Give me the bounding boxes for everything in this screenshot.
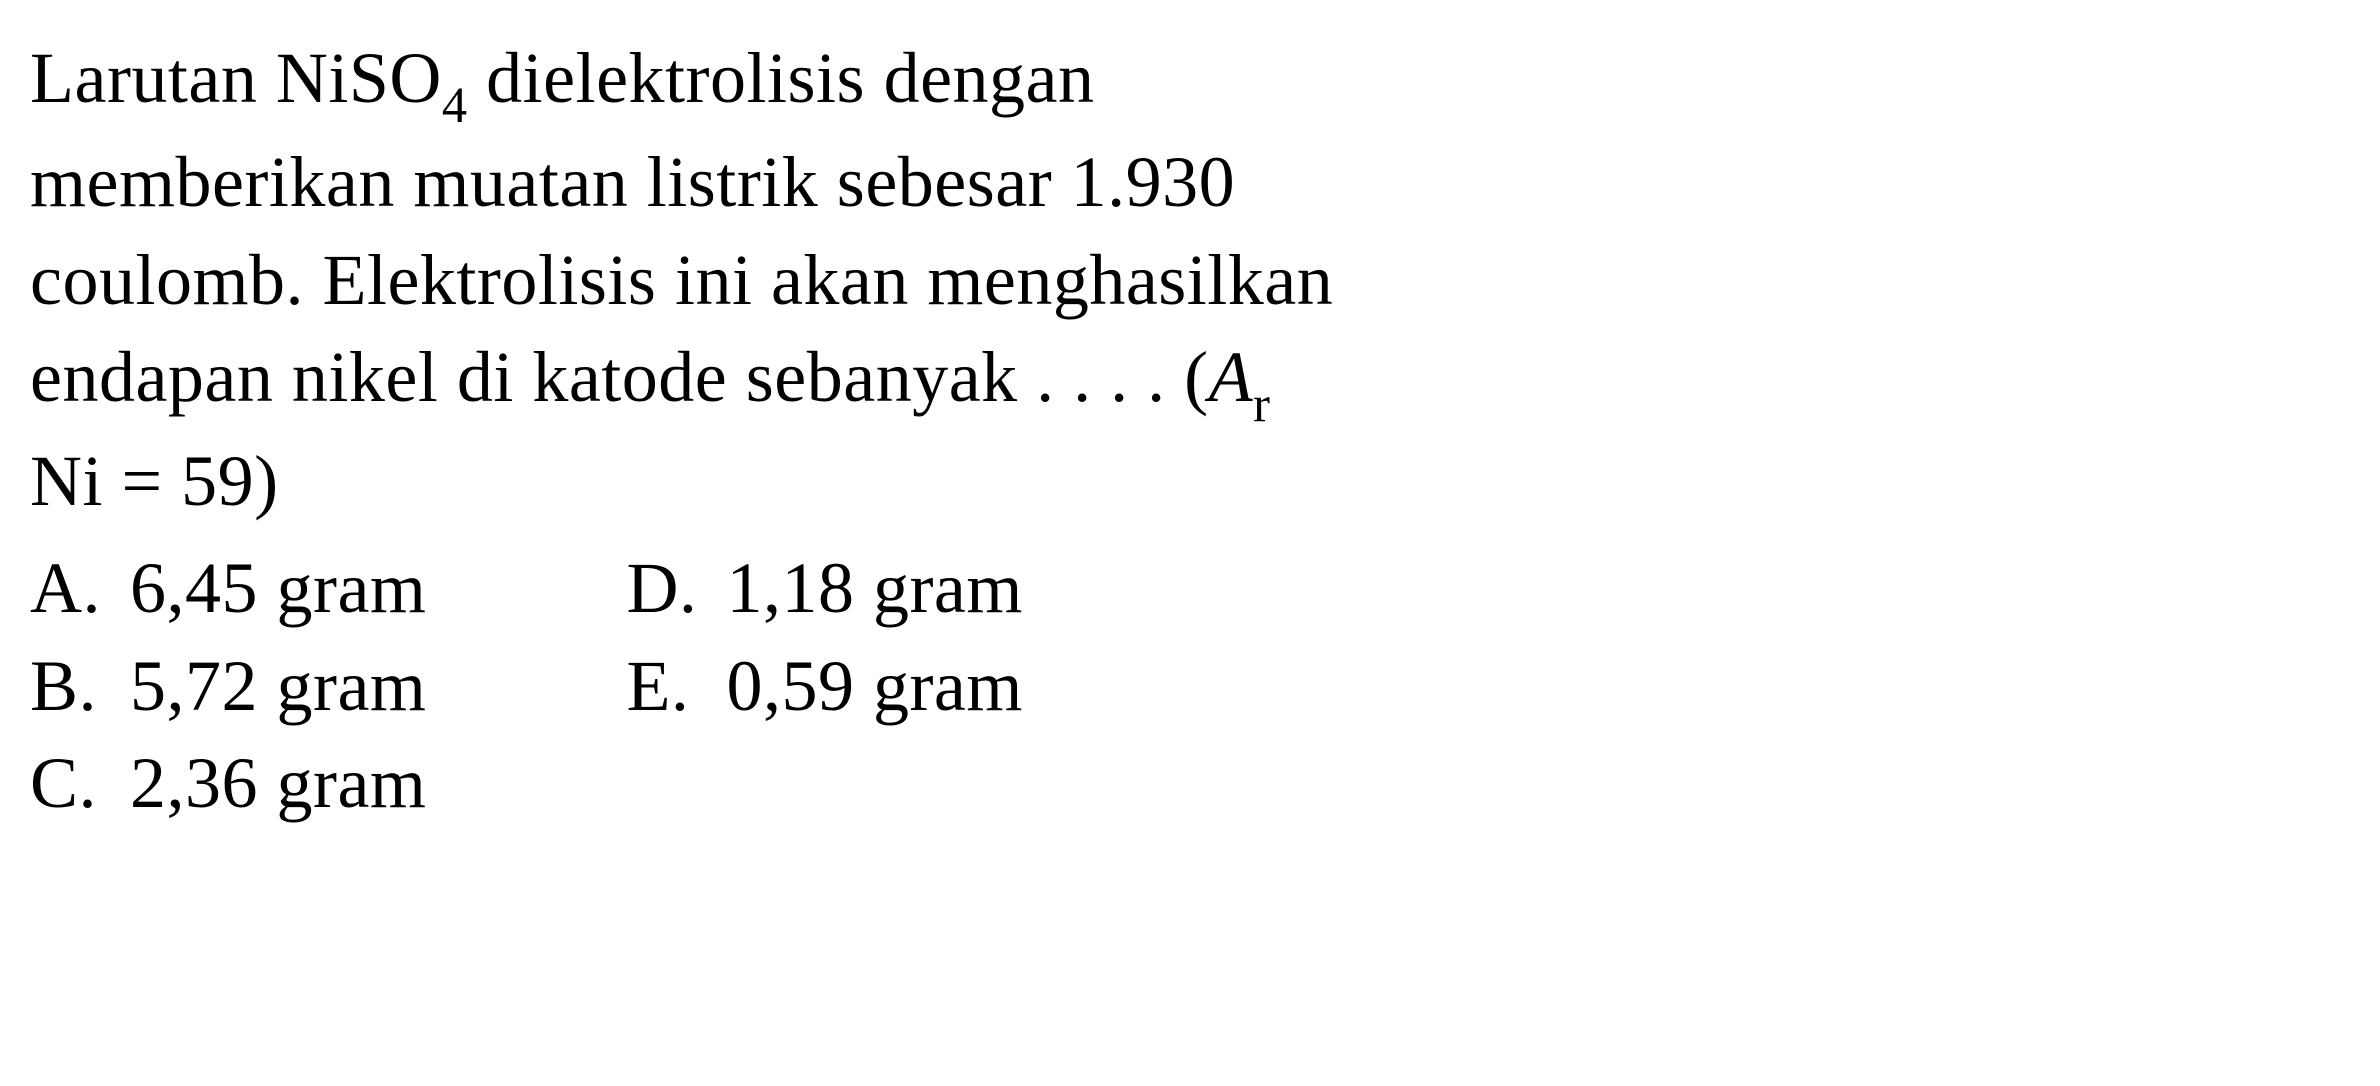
option-e-value: 0,59 gram xyxy=(726,638,1022,735)
question-line4-italic: A xyxy=(1209,337,1253,417)
option-e: E. 0,59 gram xyxy=(626,638,1022,735)
question-line4-sub: r xyxy=(1253,376,1270,432)
option-d: D. 1,18 gram xyxy=(626,540,1022,637)
option-b-letter: B. xyxy=(30,638,130,735)
option-d-letter: D. xyxy=(626,540,726,637)
question-container: Larutan NiSO4 dielektrolisis dengan memb… xyxy=(30,30,2350,832)
option-b-value: 5,72 gram xyxy=(130,638,426,735)
option-c-value: 2,36 gram xyxy=(130,735,426,832)
question-line4-part1: endapan nikel di katode sebanyak . . . .… xyxy=(30,337,1209,417)
question-stem: Larutan NiSO4 dielektrolisis dengan memb… xyxy=(30,30,2350,530)
option-a: A. 6,45 gram xyxy=(30,540,426,637)
question-line1-part2: dielektrolisis dengan xyxy=(468,38,1095,118)
option-c-letter: C. xyxy=(30,735,130,832)
option-d-value: 1,18 gram xyxy=(726,540,1022,637)
option-b: B. 5,72 gram xyxy=(30,638,426,735)
options-column-right: D. 1,18 gram E. 0,59 gram xyxy=(626,540,1022,832)
question-line1-sub: 4 xyxy=(442,77,468,133)
option-a-letter: A. xyxy=(30,540,130,637)
question-line3: coulomb. Elektrolisis ini akan menghasil… xyxy=(30,240,1333,320)
question-line1-part1: Larutan NiSO xyxy=(30,38,442,118)
option-c: C. 2,36 gram xyxy=(30,735,426,832)
options-container: A. 6,45 gram B. 5,72 gram C. 2,36 gram D… xyxy=(30,540,2350,832)
question-line5: Ni = 59) xyxy=(30,441,279,521)
option-a-value: 6,45 gram xyxy=(130,540,426,637)
option-e-letter: E. xyxy=(626,638,726,735)
options-column-left: A. 6,45 gram B. 5,72 gram C. 2,36 gram xyxy=(30,540,426,832)
question-line2: memberikan muatan listrik sebesar 1.930 xyxy=(30,142,1235,222)
